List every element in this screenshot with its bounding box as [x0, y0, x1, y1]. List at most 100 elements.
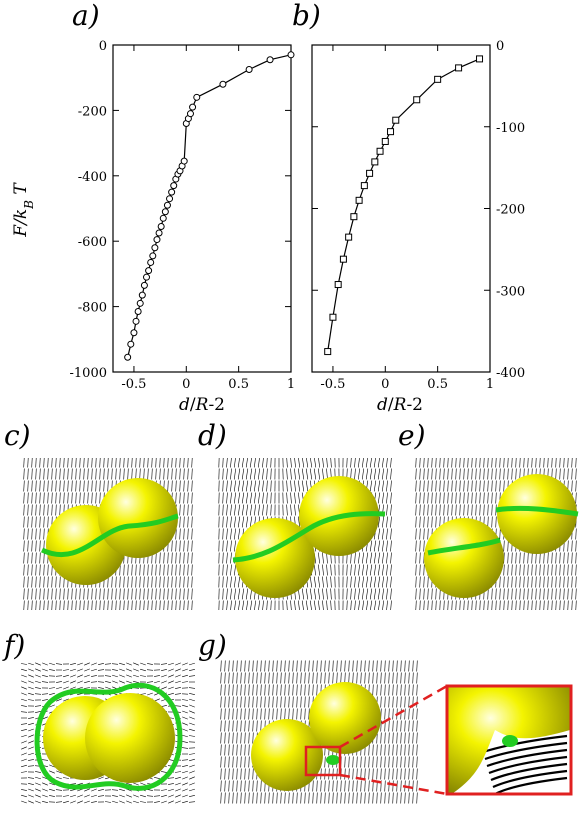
data-point — [149, 252, 157, 260]
defect-line — [40, 513, 179, 558]
data-point — [287, 51, 295, 59]
data-point — [193, 93, 201, 101]
y-tick-label: -1000 — [70, 366, 107, 381]
y-tick-label: -600 — [78, 235, 107, 250]
chart-a-frame — [112, 44, 292, 373]
panel-label-a: a) — [72, 0, 100, 32]
x-tick-label: 0 — [182, 377, 190, 392]
render-c — [23, 458, 193, 610]
x-tick-label: -0.5 — [320, 377, 345, 392]
y-tick-label: 0 — [496, 39, 504, 54]
data-point — [219, 80, 227, 88]
data-point — [434, 75, 442, 83]
data-point — [366, 169, 374, 177]
data-point — [159, 214, 167, 222]
panel-label-c: c) — [4, 419, 31, 452]
data-point — [334, 281, 342, 289]
inset-sphere — [448, 686, 570, 793]
zoom-connector — [339, 684, 448, 749]
y-tick-label: -300 — [496, 284, 525, 299]
y-tick-label: -800 — [78, 301, 107, 316]
data-point — [157, 222, 165, 230]
data-point — [145, 267, 153, 275]
panel-label-e: e) — [398, 419, 426, 452]
data-point — [147, 258, 155, 266]
inset-defect-blob — [502, 735, 518, 747]
colloid-sphere-left — [424, 518, 504, 598]
y-tick-label: -400 — [496, 366, 525, 381]
data-point — [130, 329, 138, 337]
data-point — [376, 147, 384, 155]
x-tick-label: 0.5 — [228, 377, 249, 392]
x-tick-label: 0 — [381, 377, 389, 392]
data-point — [124, 353, 132, 361]
colloid-sphere-right — [85, 693, 175, 783]
data-point — [136, 299, 144, 307]
y-tick-label: -100 — [496, 121, 525, 136]
data-point — [476, 55, 484, 63]
y-tick-label: 0 — [99, 39, 107, 54]
chart-b-frame — [311, 44, 491, 373]
defect-line — [232, 511, 386, 563]
data-point — [170, 182, 178, 190]
chart-b: d/R-2 -0.5 0 0.5 1 0 -100 -200 -300 -400 — [311, 39, 525, 415]
x-tick-label: -0.5 — [121, 377, 146, 392]
data-point — [350, 213, 358, 221]
data-point — [186, 110, 194, 118]
data-point — [324, 348, 332, 356]
data-point — [166, 195, 174, 203]
data-point — [168, 188, 176, 196]
data-point — [127, 340, 135, 348]
data-point — [161, 208, 169, 216]
panel-label-b: b) — [292, 0, 321, 32]
panel-label-f: f) — [4, 629, 26, 662]
data-point — [455, 64, 463, 72]
data-point — [355, 196, 363, 204]
panel-label-g: g) — [198, 629, 227, 662]
render-f — [20, 662, 196, 804]
chart-b-xlabel: d/R-2 — [377, 395, 423, 415]
defect-blob — [326, 755, 340, 765]
y-tick-label: -400 — [78, 170, 107, 185]
defect-line-2 — [495, 505, 579, 517]
x-tick-label: 1 — [486, 377, 494, 392]
data-point — [138, 291, 146, 299]
y-tick-label: -200 — [496, 203, 525, 218]
chart-a: F/kB T d/R-2 -0.5 0 0.5 10-200-400-600-800-… — [11, 39, 295, 415]
data-point — [392, 116, 400, 124]
data-point — [134, 308, 142, 316]
data-point — [345, 233, 353, 241]
data-point — [153, 236, 161, 244]
data-point — [163, 201, 171, 209]
data-point — [151, 244, 159, 252]
chart-a-xlabel: d/R-2 — [179, 395, 225, 415]
data-point — [155, 229, 163, 237]
x-tick-label: 1 — [287, 377, 295, 392]
data-point — [413, 96, 421, 104]
data-point — [266, 56, 274, 64]
colloid-sphere-right — [309, 682, 381, 754]
panel-label-d: d) — [198, 419, 227, 452]
colloid-sphere-right — [497, 474, 577, 554]
zoom-source-box — [304, 745, 342, 777]
render-g — [220, 660, 573, 804]
x-tick-label: 0.5 — [427, 377, 448, 392]
data-point — [387, 128, 395, 136]
data-point — [360, 182, 368, 190]
data-point — [180, 157, 188, 165]
data-point — [189, 103, 197, 111]
render-e — [415, 458, 579, 610]
series-line — [327, 58, 480, 352]
data-point — [381, 137, 389, 145]
data-point — [143, 273, 151, 281]
defect-line — [427, 537, 501, 556]
render-d — [218, 458, 392, 610]
colloid-sphere-right — [98, 478, 178, 558]
data-point — [132, 317, 140, 325]
zoom-connector — [339, 773, 448, 796]
data-point — [371, 158, 379, 166]
data-point — [329, 313, 337, 321]
data-point — [140, 281, 148, 289]
y-tick-label: -200 — [78, 104, 107, 119]
data-point — [245, 66, 253, 74]
